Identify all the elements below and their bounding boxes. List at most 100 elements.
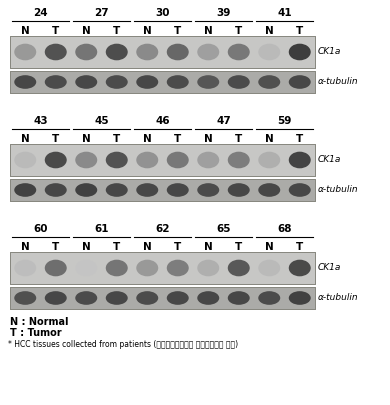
Text: 62: 62 [155,224,170,234]
Text: T: T [52,26,59,36]
Ellipse shape [75,75,97,89]
Ellipse shape [45,152,67,168]
Ellipse shape [167,291,189,305]
Ellipse shape [75,260,97,276]
Text: 60: 60 [33,224,48,234]
Ellipse shape [228,152,250,168]
Text: CK1a: CK1a [318,156,341,164]
Text: 65: 65 [216,224,231,234]
Text: T : Tumor: T : Tumor [10,328,62,338]
Ellipse shape [167,183,189,197]
Text: T: T [296,26,303,36]
Ellipse shape [14,44,36,60]
Ellipse shape [258,260,280,276]
Text: N: N [82,26,90,36]
Text: T: T [174,242,181,252]
Text: N: N [21,26,30,36]
Text: N: N [21,242,30,252]
Text: N: N [143,26,152,36]
Ellipse shape [289,260,311,276]
Ellipse shape [258,152,280,168]
Text: T: T [174,134,181,144]
Text: 30: 30 [155,8,170,18]
Ellipse shape [197,75,219,89]
Text: 61: 61 [94,224,109,234]
Text: 47: 47 [216,116,231,126]
Text: T: T [235,134,242,144]
Text: α-tubulin: α-tubulin [318,77,359,87]
Bar [10,287,315,309]
Ellipse shape [75,152,97,168]
Ellipse shape [106,44,128,60]
Text: T: T [52,134,59,144]
Ellipse shape [106,260,128,276]
Bar [10,252,315,284]
Ellipse shape [258,183,280,197]
Ellipse shape [45,260,67,276]
Text: N : Normal: N : Normal [10,317,69,327]
Ellipse shape [167,152,189,168]
Ellipse shape [167,75,189,89]
Ellipse shape [258,291,280,305]
Ellipse shape [75,183,97,197]
Text: T: T [235,242,242,252]
Text: N: N [21,134,30,144]
Ellipse shape [14,75,36,89]
Text: N: N [143,242,152,252]
Ellipse shape [45,75,67,89]
Ellipse shape [289,44,311,60]
Ellipse shape [258,44,280,60]
Ellipse shape [228,183,250,197]
Text: T: T [113,242,121,252]
Bar [10,252,315,284]
Bar [10,71,315,93]
Ellipse shape [14,291,36,305]
Text: T: T [113,26,121,36]
Ellipse shape [197,260,219,276]
Text: 59: 59 [277,116,292,126]
Text: * HCC tissues collected from patients (한국원자력의학원 조직자원은행 분양): * HCC tissues collected from patients (한… [8,340,238,349]
Ellipse shape [136,260,158,276]
Ellipse shape [136,152,158,168]
Bar [10,179,315,201]
Ellipse shape [106,183,128,197]
Text: T: T [296,134,303,144]
Bar [10,287,315,309]
Text: α-tubulin: α-tubulin [318,294,359,303]
Text: α-tubulin: α-tubulin [318,185,359,194]
Text: T: T [235,26,242,36]
Bar [10,144,315,176]
Text: 39: 39 [216,8,231,18]
Text: N: N [204,26,213,36]
Text: CK1a: CK1a [318,47,341,57]
Ellipse shape [228,260,250,276]
Text: 68: 68 [277,224,292,234]
Ellipse shape [136,291,158,305]
Ellipse shape [14,260,36,276]
Text: N: N [265,242,274,252]
Text: N: N [204,242,213,252]
Ellipse shape [289,152,311,168]
Text: 46: 46 [155,116,170,126]
Ellipse shape [258,75,280,89]
Ellipse shape [136,183,158,197]
Bar [10,36,315,68]
Ellipse shape [45,291,67,305]
Ellipse shape [106,75,128,89]
Bar [10,144,315,176]
Text: N: N [82,242,90,252]
Ellipse shape [14,183,36,197]
Text: N: N [82,134,90,144]
Ellipse shape [45,44,67,60]
Ellipse shape [167,44,189,60]
Ellipse shape [136,44,158,60]
Ellipse shape [197,44,219,60]
Ellipse shape [106,152,128,168]
Bar [10,71,315,93]
Text: T: T [113,134,121,144]
Ellipse shape [14,152,36,168]
Text: T: T [296,242,303,252]
Text: T: T [174,26,181,36]
Ellipse shape [75,44,97,60]
Ellipse shape [136,75,158,89]
